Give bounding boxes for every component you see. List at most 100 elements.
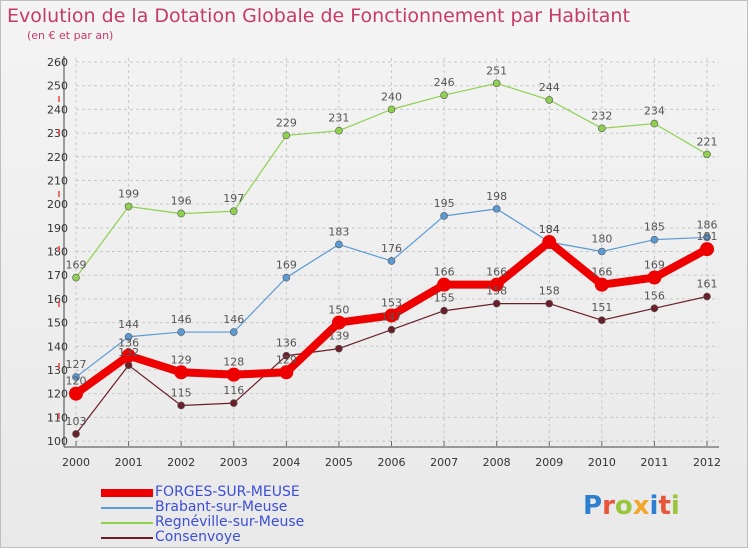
data-label: 232 <box>591 109 612 122</box>
data-label: 184 <box>539 223 560 236</box>
data-label: 183 <box>328 225 349 238</box>
y-tick-label: 150 <box>47 317 68 330</box>
y-tick-label: 180 <box>47 246 68 259</box>
legend-swatch <box>101 522 153 524</box>
data-label: 181 <box>697 230 718 243</box>
data-label: 184 <box>539 223 560 236</box>
y-tick-label: 100 <box>47 435 68 448</box>
y-tick-label: 190 <box>47 222 68 235</box>
data-label: 180 <box>591 233 612 246</box>
y-tick-label: 210 <box>47 174 68 187</box>
data-point <box>650 304 659 313</box>
data-label: 146 <box>171 313 192 326</box>
y-tick-label: 230 <box>47 127 68 140</box>
proxiti-logo: Proxiti <box>583 491 680 521</box>
data-point <box>177 401 185 410</box>
data-label: 169 <box>644 259 665 272</box>
y-tick-label: 110 <box>47 411 68 424</box>
x-tick-label: 2009 <box>535 456 563 469</box>
data-label: 161 <box>697 278 718 291</box>
data-point <box>703 292 711 301</box>
data-point <box>279 365 294 380</box>
data-label: 144 <box>118 318 139 331</box>
data-label: 136 <box>276 337 297 350</box>
x-tick-label: 2000 <box>62 456 90 469</box>
data-point <box>335 240 343 249</box>
data-point <box>124 361 133 370</box>
data-label: 129 <box>276 353 297 366</box>
logo-letter: i <box>649 491 659 521</box>
y-tick-label: 250 <box>47 80 68 93</box>
data-point <box>440 212 448 220</box>
x-tick-label: 2011 <box>640 456 668 469</box>
y-tick-label: 260 <box>47 56 68 69</box>
x-tick-label: 2010 <box>588 456 616 469</box>
x-tick-label: 2007 <box>430 456 458 469</box>
data-label: 158 <box>486 285 507 298</box>
data-label: 166 <box>486 266 507 279</box>
logo-letter: i <box>670 491 680 521</box>
data-label: 146 <box>223 313 244 326</box>
data-label: 147 <box>381 311 402 324</box>
x-tick-label: 2003 <box>220 456 248 469</box>
data-point <box>542 235 557 250</box>
data-point <box>545 299 554 308</box>
data-label: 186 <box>697 218 718 231</box>
data-point <box>703 233 711 242</box>
data-point <box>387 105 396 114</box>
y-tick-label: 200 <box>47 198 68 211</box>
data-label: 176 <box>381 242 402 255</box>
data-point <box>229 328 238 336</box>
data-label: 116 <box>223 384 244 397</box>
data-point <box>384 308 399 323</box>
data-label: 240 <box>381 90 402 103</box>
data-label: 127 <box>66 358 87 371</box>
data-point <box>72 373 80 381</box>
data-label: 115 <box>171 386 192 399</box>
data-label: 246 <box>434 76 455 89</box>
data-point <box>331 315 346 330</box>
data-label: 166 <box>591 266 612 279</box>
logo-letter: o <box>614 491 633 521</box>
data-point <box>226 367 241 382</box>
data-point <box>69 386 83 401</box>
data-label: 150 <box>328 304 349 317</box>
data-point <box>598 316 606 324</box>
data-point <box>387 325 396 334</box>
x-tick-label: 2008 <box>483 456 511 469</box>
legend-swatch <box>101 537 153 539</box>
data-point <box>177 209 185 218</box>
data-point <box>229 207 238 216</box>
x-tick-label: 2005 <box>325 456 353 469</box>
logo-letter: r <box>602 491 615 521</box>
data-point <box>335 344 343 353</box>
data-label: 120 <box>66 375 87 388</box>
x-tick-label: 2004 <box>272 456 300 469</box>
data-label: 195 <box>434 197 455 210</box>
legend-label: Consenvoye <box>155 529 241 545</box>
data-label: 156 <box>644 289 665 302</box>
data-label: 251 <box>486 64 507 77</box>
data-label: 132 <box>118 346 139 359</box>
x-tick-label: 2001 <box>115 456 143 469</box>
data-point <box>124 332 133 341</box>
data-point <box>492 205 501 213</box>
data-label: 199 <box>118 187 139 200</box>
data-point <box>545 96 554 104</box>
data-point <box>174 365 189 380</box>
data-label: 155 <box>434 292 455 305</box>
data-point <box>282 131 291 140</box>
legend-label: FORGES-SUR-MEUSE <box>155 484 300 500</box>
data-point <box>387 257 396 265</box>
data-point <box>703 150 711 159</box>
x-tick-label: 2002 <box>167 456 195 469</box>
data-label: 244 <box>539 81 560 94</box>
legend-label: Regnéville-sur-Meuse <box>155 514 305 530</box>
data-label: 129 <box>171 353 192 366</box>
data-point <box>594 277 609 292</box>
y-tick-label: 140 <box>47 340 68 353</box>
data-point <box>229 399 238 407</box>
